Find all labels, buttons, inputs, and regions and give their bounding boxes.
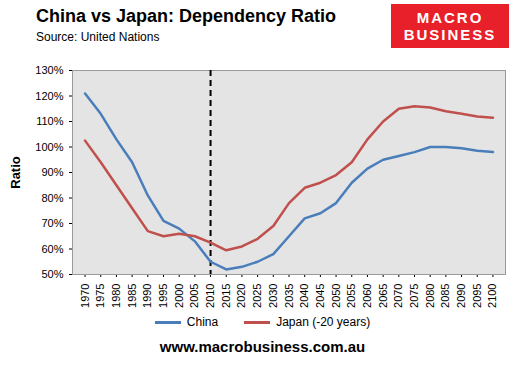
html-text:China vs Japan: Dependency Rat: China vs Japan: Dependency Ratio [36, 6, 337, 26]
svg-text:1995: 1995 [157, 284, 169, 308]
html-text:MACRO: MACRO [416, 9, 484, 26]
svg-text:2040: 2040 [298, 284, 310, 308]
html-text:BUSINESS: BUSINESS [403, 26, 497, 43]
svg-text:2075: 2075 [408, 284, 420, 308]
svg-text:2020: 2020 [235, 284, 247, 308]
svg-text:2000: 2000 [173, 284, 185, 308]
svg-text:2080: 2080 [424, 284, 436, 308]
html-text:Japan (-20 years): Japan (-20 years) [276, 315, 371, 329]
svg-text:50%: 50% [41, 268, 63, 280]
svg-text:2015: 2015 [220, 284, 232, 308]
html-text:www.macrobusiness.com.au: www.macrobusiness.com.au [159, 338, 366, 355]
svg-text:60%: 60% [41, 243, 63, 255]
svg-text:2050: 2050 [330, 284, 342, 308]
svg-text:80%: 80% [41, 192, 63, 204]
svg-text:130%: 130% [35, 64, 63, 76]
svg-text:2030: 2030 [267, 284, 279, 308]
svg-text:70%: 70% [41, 217, 63, 229]
svg-text:1975: 1975 [94, 284, 106, 308]
svg-text:2035: 2035 [283, 284, 295, 308]
html-text:China: China [186, 315, 219, 329]
svg-text:2045: 2045 [314, 284, 326, 308]
svg-text:Ratio: Ratio [8, 156, 23, 189]
svg-text:100%: 100% [35, 141, 63, 153]
svg-text:2055: 2055 [345, 284, 357, 308]
html-text:Source: United Nations: Source: United Nations [36, 30, 160, 44]
svg-text:1990: 1990 [141, 284, 153, 308]
svg-text:2100: 2100 [486, 284, 498, 308]
svg-text:90%: 90% [41, 166, 63, 178]
svg-text:2070: 2070 [392, 284, 404, 308]
svg-text:2025: 2025 [251, 284, 263, 308]
svg-text:1980: 1980 [110, 284, 122, 308]
svg-text:2010: 2010 [204, 284, 216, 308]
svg-text:2060: 2060 [361, 284, 373, 308]
svg-text:2065: 2065 [377, 284, 389, 308]
svg-text:1985: 1985 [126, 284, 138, 308]
svg-text:120%: 120% [35, 90, 63, 102]
svg-text:1970: 1970 [79, 284, 91, 308]
svg-text:2005: 2005 [188, 284, 200, 308]
svg-text:110%: 110% [36, 115, 64, 127]
svg-text:2085: 2085 [439, 284, 451, 308]
svg-text:2095: 2095 [471, 284, 483, 308]
svg-text:2090: 2090 [455, 284, 467, 308]
